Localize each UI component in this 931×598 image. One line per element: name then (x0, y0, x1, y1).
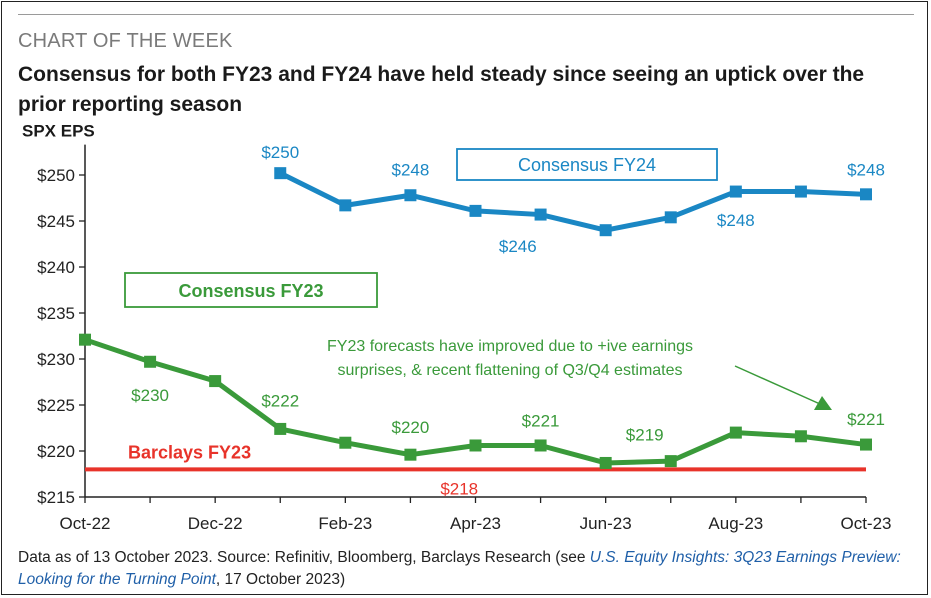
data-point-fy23 (469, 439, 482, 452)
x-tick-label: Aug-23 (708, 514, 763, 533)
data-point-fy24 (404, 189, 417, 202)
data-point-fy23 (664, 455, 677, 468)
y-tick-label: $240 (37, 258, 75, 277)
data-label-fy23: $230 (131, 386, 169, 405)
data-label-fy24: $246 (499, 237, 537, 256)
source-note: Data as of 13 October 2023. Source: Refi… (18, 547, 908, 591)
source-note-prefix: Data as of 13 October 2023. Source: Refi… (18, 549, 590, 566)
x-tick-label: Feb-23 (318, 514, 372, 533)
x-tick-label: Dec-22 (188, 514, 243, 533)
legend-box-fy24 (456, 148, 718, 181)
series-line-fy24 (279, 170, 867, 233)
legend-label-fy24: Consensus FY24 (518, 155, 656, 175)
y-tick-label: $220 (37, 442, 75, 461)
annotation-line-2: surprises, & recent flattening of Q3/Q4 … (337, 362, 682, 379)
data-label-fy23: $221 (847, 410, 885, 429)
y-tick-label: $215 (37, 488, 75, 507)
data-point-fy23 (274, 422, 287, 435)
data-point-fy23 (534, 439, 547, 452)
y-axis-title: SPX EPS (22, 122, 95, 141)
data-point-fy23 (339, 436, 352, 449)
source-note-suffix: , 17 October 2023) (215, 571, 346, 588)
x-tick-label: Apr-23 (450, 514, 501, 533)
y-tick-label: $230 (37, 350, 75, 369)
data-label-fy24: $248 (847, 160, 885, 179)
y-tick-label: $250 (37, 166, 75, 185)
data-point-fy24 (469, 204, 482, 217)
annotation-line-1: FY23 forecasts have improved due to +ive… (327, 338, 693, 355)
chart-headline: Consensus for both FY23 and FY24 have he… (18, 63, 865, 116)
y-tick-label: $225 (37, 396, 75, 415)
data-point-fy24 (599, 224, 612, 237)
data-label-fy24: $248 (392, 160, 430, 179)
data-label-fy23: $221 (522, 412, 560, 431)
annotation-arrow-head (814, 396, 832, 410)
data-label-fy24: $248 (717, 211, 755, 230)
y-tick-label: $235 (37, 304, 75, 323)
x-tick-label: Oct-22 (59, 514, 110, 533)
data-label-barclays: $218 (440, 480, 478, 499)
data-point-fy24 (664, 211, 677, 224)
data-label-fy23: $220 (392, 418, 430, 437)
data-point-fy23 (79, 333, 91, 346)
y-tick-label: $245 (37, 212, 75, 231)
data-point-fy23 (599, 456, 612, 469)
data-point-fy23 (144, 355, 157, 368)
x-tick-label: Oct-23 (840, 514, 891, 533)
chart-kicker: CHART OF THE WEEK (18, 30, 233, 52)
report-link[interactable]: U.S. Equity Insights: 3Q23 Earnings Prev… (18, 549, 901, 588)
data-point-fy24 (339, 199, 352, 212)
data-point-fy23 (860, 438, 872, 451)
data-point-fy23 (404, 448, 417, 461)
data-point-fy24 (274, 167, 287, 180)
data-point-fy23 (729, 426, 742, 439)
data-label-fy24: $250 (261, 143, 299, 162)
data-point-fy24 (794, 185, 807, 198)
top-rule (18, 14, 914, 15)
legend-label-fy23: Consensus FY23 (178, 281, 323, 301)
data-label-fy23: $219 (626, 425, 664, 444)
data-label-fy23: $222 (261, 391, 299, 410)
barclays-fy23-label: Barclays FY23 (128, 442, 251, 462)
data-point-fy23 (209, 375, 222, 388)
data-point-fy24 (729, 185, 742, 198)
data-point-fy24 (534, 208, 547, 221)
data-point-fy23 (794, 430, 807, 443)
annotation-arrow-shaft (734, 365, 821, 405)
data-point-fy24 (860, 188, 872, 201)
x-tick-label: Jun-23 (580, 514, 632, 533)
legend-box-fy23 (124, 272, 378, 308)
